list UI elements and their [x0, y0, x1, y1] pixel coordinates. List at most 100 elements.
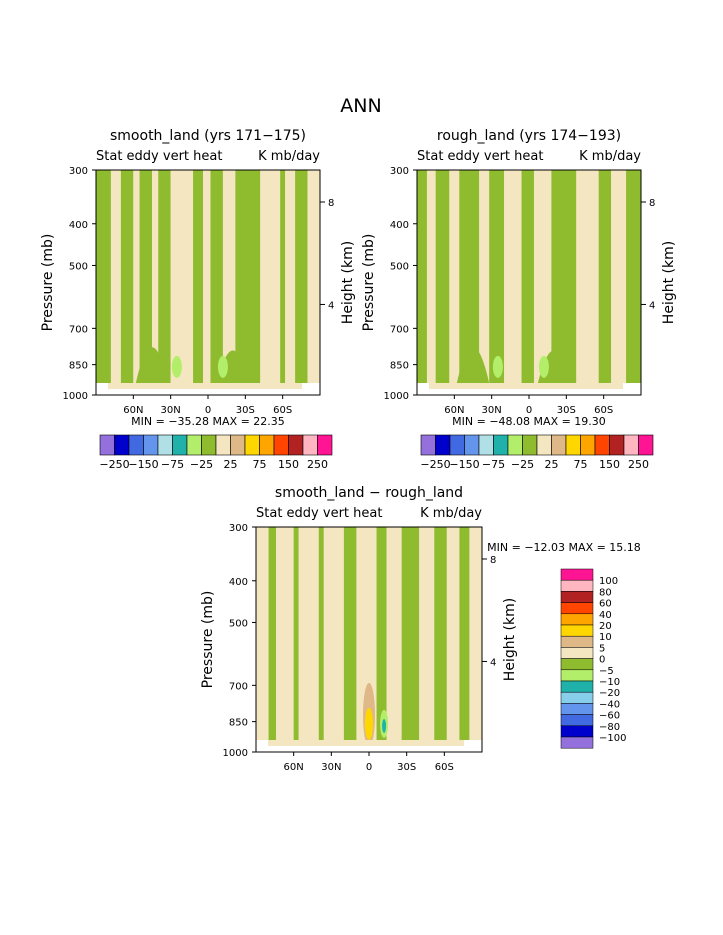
- contour-band: [401, 527, 420, 740]
- colorbar-swatch: [560, 703, 594, 715]
- y-axis-label: Pressure (mb): [40, 234, 56, 332]
- y-right-tick-label: 8: [649, 198, 655, 209]
- contour-band: [504, 170, 522, 383]
- x-tick-label: 60S: [594, 405, 613, 416]
- contour-band: [459, 170, 480, 383]
- colorbar-label: 150: [599, 458, 620, 471]
- chart-title: rough_land (yrs 174−193): [437, 128, 621, 144]
- colorbar-swatch: [638, 434, 654, 456]
- axes-2: rough_land (yrs 174−193) Stat eddy vert h…: [361, 128, 677, 416]
- colorbar-swatch: [128, 434, 144, 456]
- colorbar-label: −25: [190, 458, 213, 471]
- colorbar-label: 10: [599, 632, 612, 643]
- chart-subtitle-right: K mb/day: [579, 149, 641, 164]
- colorbar-swatch: [259, 434, 275, 456]
- colorbar-swatch: [560, 568, 594, 581]
- colorbar-2: MIN = −48.08 MAX = 19.30 −250−150 −75 −25 25…: [420, 415, 654, 471]
- colorbar-swatch: [435, 434, 451, 456]
- x-tick-label: 60S: [273, 405, 292, 416]
- contour-band: [376, 527, 387, 740]
- y-tick-label: 1000: [384, 391, 409, 402]
- contour-band: [489, 170, 505, 383]
- y-tick-label: 500: [390, 261, 409, 272]
- colorbar-swatch: [143, 434, 159, 456]
- colorbar-swatch: [273, 434, 289, 456]
- colorbar-swatch: [507, 434, 523, 456]
- colorbar-label: 5: [599, 643, 605, 654]
- y-tick-label: 850: [69, 361, 88, 372]
- colorbar-label: 0: [599, 655, 605, 666]
- contour-band: [268, 740, 464, 746]
- colorbar-label: 25: [224, 458, 238, 471]
- y-right-tick-label: 4: [328, 300, 334, 311]
- y-axis-label: Pressure (mb): [361, 234, 377, 332]
- colorbar-label: −80: [599, 722, 620, 733]
- y-tick-label: 850: [390, 361, 409, 372]
- contour-band: [171, 355, 182, 378]
- colorbar-swatch: [522, 434, 538, 456]
- colorbar-swatch: [114, 434, 130, 456]
- colorbar-label: 100: [599, 576, 618, 587]
- colorbar-label: 75: [574, 458, 588, 471]
- y-tick-label: 700: [390, 324, 409, 335]
- contour-band: [268, 527, 277, 740]
- contour-band: [492, 355, 503, 378]
- colorbar-label: −60: [599, 711, 620, 722]
- colorbar-swatch: [230, 434, 246, 456]
- colorbar-swatch: [302, 434, 318, 456]
- contour-band: [611, 170, 627, 383]
- y-right-tick-label: 4: [649, 300, 655, 311]
- colorbar-label: 40: [599, 610, 612, 621]
- contour-band: [256, 527, 269, 740]
- colorbar-swatch: [623, 434, 639, 456]
- colorbar-label: −150: [449, 458, 479, 471]
- contour-band: [429, 383, 623, 389]
- y-tick-label: 300: [390, 166, 409, 177]
- colorbar-swatch: [560, 669, 594, 682]
- plot-area-3: [255, 526, 483, 753]
- colorbar-swatch: [551, 434, 567, 456]
- colorbar-label: −40: [599, 699, 620, 710]
- y-right-axis-label: Height (km): [340, 241, 356, 324]
- x-tick-label: 60N: [444, 405, 464, 416]
- colorbar-swatch: [288, 434, 304, 456]
- colorbar-swatch: [560, 602, 594, 615]
- colorbar-label: −150: [128, 458, 158, 471]
- y-right-tick-label: 4: [490, 657, 496, 668]
- chart-stats: MIN = −12.03 MAX = 15.18: [487, 541, 641, 554]
- contour-band: [469, 527, 482, 740]
- colorbar-swatch: [420, 434, 436, 456]
- contour-band: [295, 170, 308, 383]
- contour-band: [210, 170, 223, 383]
- colorbar-swatch: [560, 624, 594, 637]
- y-tick-label: 700: [229, 681, 248, 692]
- contour-band: [152, 170, 159, 383]
- contour-band: [479, 170, 490, 383]
- y-right-axis-label: Height (km): [502, 598, 518, 681]
- chart-subtitle-left: Stat eddy vert heat: [96, 149, 222, 164]
- contour-band: [434, 527, 447, 740]
- colorbar-swatch: [609, 434, 625, 456]
- contour-band: [293, 527, 299, 740]
- colorbar-swatch: [464, 434, 480, 456]
- colorbar-label: −250: [420, 458, 450, 471]
- x-tick-label: 30N: [161, 405, 181, 416]
- colorbar-swatch: [172, 434, 188, 456]
- contour-band: [598, 170, 612, 383]
- colorbar-label: 80: [599, 587, 612, 598]
- contour-band: [551, 170, 577, 383]
- axes-3: smooth_land − rough_land Stat eddy vert h…: [200, 485, 518, 773]
- colorbar-swatch: [99, 434, 115, 456]
- contour-band: [533, 170, 552, 383]
- contour-band: [222, 170, 236, 383]
- colorbar-label: −75: [161, 458, 184, 471]
- chart-subtitle-right: K mb/day: [420, 506, 482, 521]
- colorbar-swatch: [560, 579, 594, 592]
- colorbar-swatch: [560, 658, 594, 671]
- colorbar-swatch: [493, 434, 509, 456]
- chart-subtitle-left: Stat eddy vert heat: [256, 506, 382, 521]
- contour-band: [343, 527, 357, 740]
- y-tick-label: 300: [69, 166, 88, 177]
